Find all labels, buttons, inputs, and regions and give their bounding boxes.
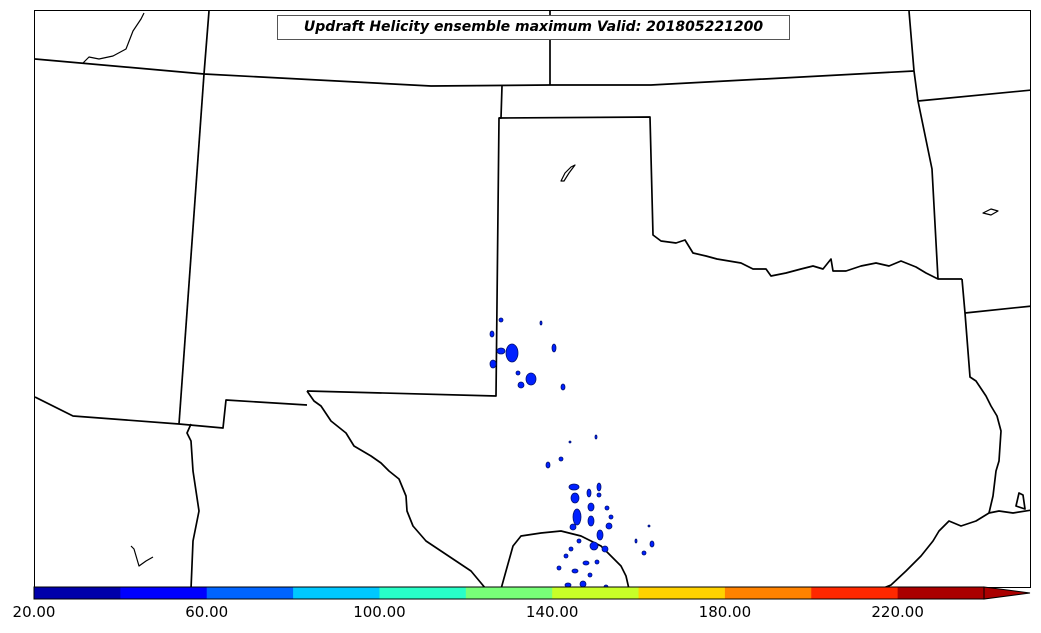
map-title: Updraft Helicity ensemble maximum Valid:… (277, 15, 790, 40)
lake-arkansas (982, 208, 999, 216)
helicity-cell (649, 540, 655, 548)
colorbar-segment (293, 587, 380, 599)
helicity-cell (571, 568, 579, 574)
helicity-cell (539, 320, 543, 326)
helicity-cell (647, 524, 651, 528)
lake-colorado (82, 12, 145, 64)
helicity-cell (587, 572, 593, 578)
northern-stub-west (203, 11, 210, 75)
map-canvas (35, 11, 1030, 587)
colorbar-segment (724, 587, 812, 599)
colorbar-segment (206, 587, 294, 599)
ar-border (913, 70, 939, 280)
northern-stub-east (908, 11, 915, 72)
helicity-cell (587, 515, 595, 527)
helicity-cell (582, 560, 590, 566)
colorbar-segment (465, 587, 553, 599)
colorbar (33, 586, 1031, 600)
colorbar-outline (33, 586, 985, 600)
nm-west-border (178, 73, 205, 425)
helicity-cell (579, 580, 587, 587)
helicity-cell (634, 538, 638, 544)
helicity-cell (498, 317, 504, 323)
helicity-cell (594, 434, 598, 440)
colorbar-tick-label: 100.00 (353, 603, 406, 621)
helicity-cell (568, 483, 580, 491)
helicity-cell (596, 482, 602, 492)
helicity-cell (496, 347, 506, 355)
colorbar-tick-label: 60.00 (185, 603, 229, 621)
helicity-cell (596, 529, 604, 541)
colorbar-segment (120, 587, 208, 599)
tx-rio-grande-lower (500, 530, 630, 587)
tx-coast (883, 512, 990, 587)
mo-ar-line (917, 89, 1030, 102)
helicity-cell (551, 343, 557, 353)
helicity-cell (517, 381, 525, 389)
tx-rio-grande (306, 390, 486, 587)
nm-ok-border (306, 85, 503, 397)
colorbar-tick-label: 140.00 (525, 603, 579, 621)
helicity-cell (576, 538, 582, 544)
helicity-cell (570, 492, 580, 504)
la-coast (988, 509, 1030, 514)
helicity-cell (568, 546, 574, 552)
helicity-cell (641, 550, 647, 556)
colorbar-segments (33, 586, 1031, 600)
helicity-cell (589, 541, 599, 551)
colorbar-segment (379, 587, 467, 599)
helicity-cell (489, 359, 497, 369)
colorbar-tick-label: 20.00 (12, 603, 56, 621)
helicity-cell (545, 461, 551, 469)
helicity-cell (568, 440, 572, 444)
colorbar-segment (897, 587, 985, 599)
helicity-cell (605, 522, 613, 530)
helicity-cell (525, 372, 537, 386)
ok-border (498, 116, 962, 280)
az-nm-lower (35, 396, 308, 429)
map-panel (34, 10, 1031, 588)
helicity-cell (563, 553, 569, 559)
helicity-cell (515, 370, 521, 376)
tx-east-border (961, 278, 1002, 514)
colorbar-segment (552, 587, 640, 599)
helicity-cell (569, 523, 577, 531)
helicity-cell (505, 343, 519, 363)
ar-la-line (964, 305, 1030, 314)
nm-mexico (186, 423, 200, 587)
colorbar-tick-label: 220.00 (871, 603, 924, 621)
helicity-cell (596, 492, 602, 498)
colorbar-tick-label: 180.00 (698, 603, 752, 621)
helicity-cell (556, 565, 562, 571)
colorbar-segment (638, 587, 726, 599)
la-inlet (1015, 492, 1026, 510)
helicity-cell (594, 559, 600, 565)
helicity-cell (489, 330, 495, 338)
colorbar-extend-arrow (983, 586, 1031, 600)
helicity-cell (604, 505, 610, 511)
lake-mexico (130, 545, 154, 567)
helicity-cell (601, 545, 609, 553)
helicity-cell (564, 582, 572, 587)
colorbar-segment (34, 587, 121, 599)
colorbar-segment (811, 587, 899, 599)
helicity-cell (572, 508, 582, 526)
helicity-cell (558, 456, 564, 462)
lake-kansas (560, 164, 576, 182)
helicity-cell (560, 383, 566, 391)
state-boundaries (35, 11, 1030, 587)
updraft-helicity-field (489, 317, 655, 587)
helicity-cell (608, 514, 614, 520)
co-ks-southern-border (35, 58, 915, 87)
helicity-cell (587, 502, 595, 512)
helicity-cell (586, 488, 592, 498)
